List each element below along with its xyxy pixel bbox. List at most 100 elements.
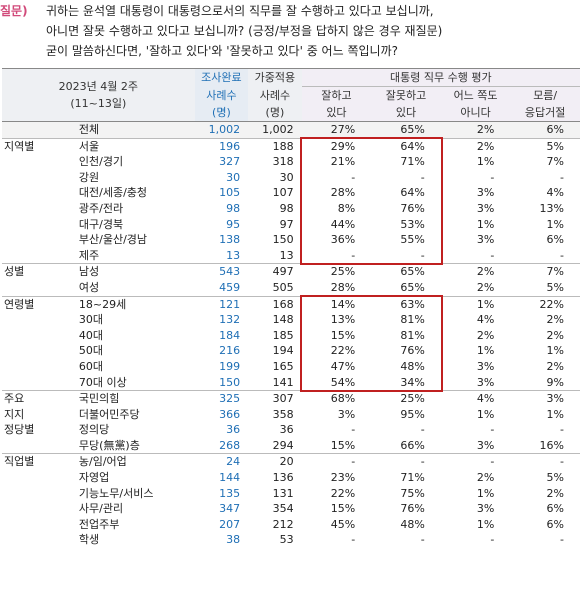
row-group (2, 154, 77, 170)
table-row: 정당별 정의당 36 36 - - - - (2, 422, 580, 438)
row-group (2, 201, 77, 217)
row-good: - (351, 248, 356, 262)
table-row: 여성 459 505 28% 65% 2% 5% (2, 280, 580, 296)
row-good: - (351, 423, 356, 437)
row-label: 인천/경기 (78, 155, 124, 169)
row-weight-n: 165 (272, 359, 294, 373)
header-neither-1: 어느 쪽도 (440, 86, 511, 104)
row-label: 기능노무/서비스 (78, 486, 154, 500)
row-neither: 3% (476, 438, 495, 452)
row-label: 학생 (78, 533, 100, 547)
row-neither: 2% (476, 471, 495, 485)
row-dk: 5% (546, 280, 564, 294)
row-weight-n: 168 (248, 295, 302, 313)
row-good: 28% (330, 186, 356, 200)
row-weight-n: 36 (279, 423, 294, 437)
row-weight-n: 13 (279, 248, 294, 262)
table-row: 자영업 144 136 23% 71% 2% 5% (2, 470, 580, 486)
row-group (2, 121, 77, 139)
row-dk: 5% (510, 137, 580, 155)
row-label: 서울 (76, 137, 195, 155)
row-group (2, 517, 77, 533)
row-neither: 4% (440, 390, 511, 407)
row-neither: 2% (440, 137, 511, 155)
table-row: 60대 199 165 47% 48% 3% 2% (2, 359, 580, 375)
row-group (2, 438, 77, 454)
row-group (2, 328, 77, 344)
row-group (2, 375, 77, 391)
row-survey-n: 347 (219, 502, 241, 516)
row-group: 정당별 (4, 423, 35, 437)
row-good: 15% (330, 328, 356, 342)
results-body: 전체 1,002 1,002 27% 65% 2% 6% 지역별 서울 196 188 29% 64% 2… (2, 121, 580, 549)
table-row: 기능노무/서비스 135 131 22% 75% 1% 2% (2, 486, 580, 502)
row-survey-n: 138 (219, 233, 241, 247)
row-neither: 4% (476, 313, 495, 327)
row-bad: - (420, 423, 425, 437)
row-bad: - (420, 248, 425, 262)
row-good: - (351, 170, 356, 184)
row-survey-n: 196 (194, 137, 249, 155)
row-label: 70대 이상 (78, 375, 127, 389)
row-dk: 2% (546, 486, 564, 500)
row-label: 18~29세 (76, 295, 195, 313)
row-weight-n: 358 (272, 407, 294, 421)
row-survey-n: 95 (226, 217, 241, 231)
row-neither: 2% (476, 280, 495, 294)
header-weight-unit: (명) (248, 104, 302, 122)
table-row: 사무/관리 347 354 15% 76% 3% 6% (2, 501, 580, 517)
table-row: 성별 남성 543 497 25% 65% 2% 7% (2, 263, 580, 280)
row-label: 광주/전라 (78, 201, 124, 215)
table-row: 전체 1,002 1,002 27% 65% 2% 6% (2, 121, 580, 139)
row-survey-n: 207 (219, 517, 241, 531)
row-bad: 71% (400, 155, 425, 169)
row-neither: 1% (476, 517, 495, 531)
row-group: 연령별 (2, 295, 77, 313)
row-neither: - (490, 248, 495, 262)
table-row: 부산/울산/경남 138 150 36% 55% 3% 6% (2, 232, 580, 248)
row-good: - (351, 533, 356, 547)
row-bad: 65% (371, 263, 441, 280)
row-weight-n: 294 (272, 438, 294, 452)
row-survey-n: 199 (219, 359, 241, 373)
row-label: 정의당 (78, 423, 110, 437)
header-survey-top: 조사완료 (194, 68, 249, 87)
row-weight-n: 20 (248, 453, 302, 471)
row-bad: 63% (371, 295, 441, 313)
row-good: 44% (330, 217, 356, 231)
row-label: 남성 (76, 263, 195, 280)
row-dk: - (560, 423, 564, 437)
row-dk: 5% (546, 471, 564, 485)
row-label: 전체 (76, 121, 195, 139)
row-label: 제주 (78, 248, 100, 262)
table-row: 학생 38 53 - - - - (2, 532, 580, 548)
row-neither: 1% (476, 486, 495, 500)
row-neither: 3% (476, 186, 495, 200)
row-bad: 76% (400, 502, 425, 516)
row-neither: - (490, 533, 495, 547)
row-neither: 3% (476, 375, 495, 389)
table-row: 지역별 서울 196 188 29% 64% 2% 5% (2, 137, 580, 155)
row-good: 68% (301, 390, 372, 407)
row-weight-n: 188 (248, 137, 302, 155)
row-dk: - (560, 248, 564, 262)
row-dk: 3% (510, 390, 580, 407)
question-tag: 질문) (0, 4, 28, 18)
row-weight-n: 1,002 (248, 121, 302, 139)
row-label: 대전/세종/충청 (78, 186, 148, 200)
row-survey-n: 135 (219, 486, 241, 500)
table-row: 대구/경북 95 97 44% 53% 1% 1% (2, 217, 580, 233)
row-survey-n: 132 (219, 313, 241, 327)
row-label: 강원 (78, 170, 100, 184)
row-group (2, 170, 77, 186)
header-good-1: 잘하고 (301, 86, 372, 104)
row-weight-n: 150 (272, 233, 294, 247)
row-dk: 13% (539, 201, 564, 215)
header-date: 2023년 4월 2주 (58, 80, 138, 93)
row-neither: - (490, 423, 495, 437)
row-dk: 1% (546, 344, 564, 358)
row-neither: - (490, 170, 495, 184)
row-good: 3% (337, 407, 356, 421)
row-good: 15% (330, 502, 356, 516)
row-group (2, 248, 77, 264)
